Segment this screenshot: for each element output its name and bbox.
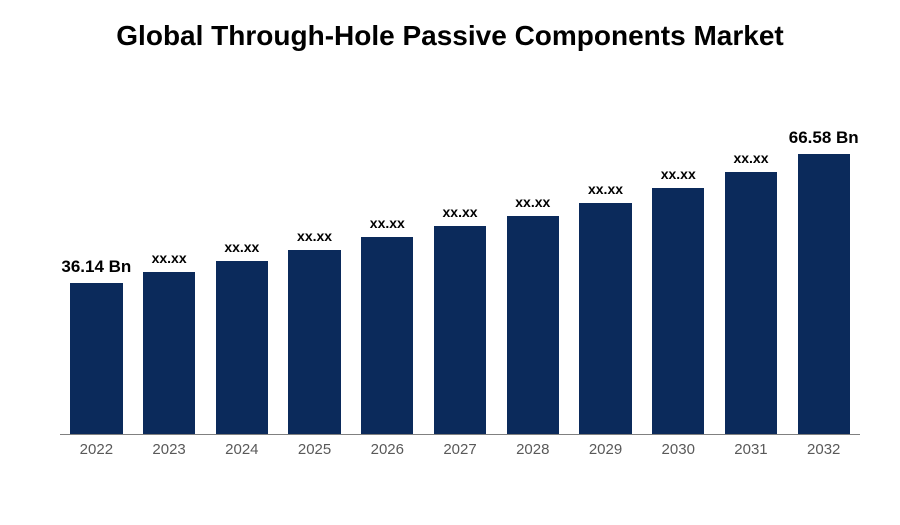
bar-value-label: xx.xx — [715, 150, 788, 166]
bar — [507, 216, 559, 435]
x-axis-tick-label: 2024 — [205, 435, 278, 465]
bar — [143, 272, 195, 435]
bar-value-label: xx.xx — [133, 250, 206, 266]
bar-slot: xx.xx — [351, 140, 424, 435]
bar-slot: xx.xx — [205, 140, 278, 435]
bar — [652, 188, 704, 435]
bar — [434, 226, 486, 435]
bar-slot: xx.xx — [569, 140, 642, 435]
x-axis-tick-label: 2022 — [60, 435, 133, 465]
bar-value-label: 36.14 Bn — [60, 257, 133, 277]
bar — [798, 154, 850, 435]
x-axis-tick-label: 2031 — [715, 435, 788, 465]
bar-value-label: 66.58 Bn — [787, 128, 860, 148]
x-axis-tick-label: 2026 — [351, 435, 424, 465]
x-axis-tick-label: 2032 — [787, 435, 860, 465]
bar-slot: 66.58 Bn — [787, 140, 860, 435]
bar-value-label: xx.xx — [569, 181, 642, 197]
x-axis-tick-label: 2027 — [424, 435, 497, 465]
bar — [579, 203, 631, 435]
x-axis-tick-label: 2025 — [278, 435, 351, 465]
bar-value-label: xx.xx — [351, 215, 424, 231]
bar — [288, 250, 340, 435]
bar-value-label: xx.xx — [424, 204, 497, 220]
bar-slot: xx.xx — [715, 140, 788, 435]
x-axis-tick-label: 2030 — [642, 435, 715, 465]
bar — [216, 261, 268, 435]
bar-slot: xx.xx — [133, 140, 206, 435]
bar-slot: 36.14 Bn — [60, 140, 133, 435]
bar-slot: xx.xx — [496, 140, 569, 435]
x-axis-tick-label: 2029 — [569, 435, 642, 465]
x-axis-tick-label: 2028 — [496, 435, 569, 465]
chart-area: 36.14 Bnxx.xxxx.xxxx.xxxx.xxxx.xxxx.xxxx… — [60, 140, 860, 465]
bar — [361, 237, 413, 435]
chart-plot: 36.14 Bnxx.xxxx.xxxx.xxxx.xxxx.xxxx.xxxx… — [60, 140, 860, 435]
x-axis-tick-label: 2023 — [133, 435, 206, 465]
bar-slot: xx.xx — [278, 140, 351, 435]
bar-value-label: xx.xx — [642, 166, 715, 182]
x-axis: 2022202320242025202620272028202920302031… — [60, 435, 860, 465]
bar-slot: xx.xx — [424, 140, 497, 435]
bar-value-label: xx.xx — [496, 194, 569, 210]
bar-slot: xx.xx — [642, 140, 715, 435]
chart-title: Global Through-Hole Passive Components M… — [0, 0, 900, 53]
bar — [725, 172, 777, 435]
bar — [70, 283, 122, 435]
bar-value-label: xx.xx — [205, 239, 278, 255]
bar-value-label: xx.xx — [278, 228, 351, 244]
